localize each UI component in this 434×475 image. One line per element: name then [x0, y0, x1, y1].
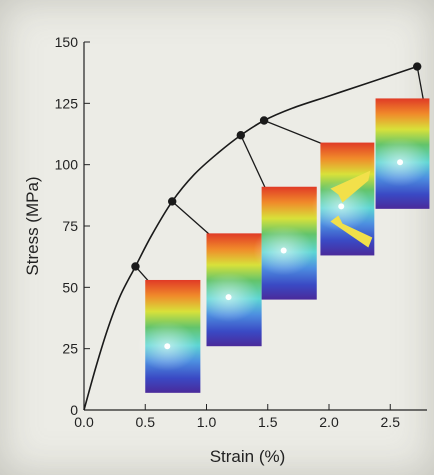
inset-connectors — [134, 66, 425, 283]
data-point-marker — [131, 262, 140, 271]
y-tick-label: 0 — [70, 402, 78, 418]
y-tick-label: 100 — [55, 157, 79, 173]
strain-map-inset — [370, 98, 430, 209]
strain-map-insets — [136, 98, 430, 393]
x-tick-label: 2.5 — [381, 414, 401, 430]
strain-map-inset — [136, 279, 201, 393]
inset-connector-line — [171, 200, 211, 236]
x-tick-label: 2.0 — [319, 414, 339, 430]
inset-white-dot — [338, 203, 345, 210]
data-point-marker — [168, 197, 177, 206]
inset-connector-line — [416, 66, 425, 101]
inset-white-dot — [164, 343, 171, 350]
strain-map-inset — [311, 142, 375, 256]
y-tick-label: 25 — [62, 341, 78, 357]
data-point-marker — [236, 131, 245, 140]
inset-connector-line — [263, 119, 325, 146]
data-point-marker — [259, 116, 269, 125]
inset-connector-line — [240, 134, 267, 190]
strain-map-inset — [198, 233, 262, 347]
y-axis-label: Stress (MPa) — [23, 176, 42, 275]
inset-white-dot — [397, 159, 404, 166]
x-tick-label: 1.0 — [197, 414, 217, 430]
y-tick-label: 150 — [55, 34, 79, 50]
inset-white-dot — [225, 294, 232, 301]
inset-white-dot — [280, 247, 287, 254]
y-axis-ticks: 0 25 50 75 100 125 150 — [55, 34, 90, 418]
x-tick-label: 0.0 — [74, 414, 94, 430]
y-tick-label: 75 — [62, 218, 78, 234]
yellow-arrow-upper — [330, 170, 371, 203]
data-point-marker — [413, 62, 422, 71]
curve-markers — [131, 62, 422, 271]
yellow-arrow-lower — [330, 215, 373, 248]
strain-map-inset — [253, 186, 317, 300]
axes: 0.0 0.5 1.0 1.5 2.0 2.5 0 25 50 75 100 125 150 — [55, 34, 427, 430]
x-axis-label: Strain (%) — [210, 447, 286, 466]
x-tick-label: 1.5 — [258, 414, 278, 430]
x-axis-ticks: 0.0 0.5 1.0 1.5 2.0 2.5 — [74, 404, 400, 430]
x-tick-label: 0.5 — [136, 414, 156, 430]
stress-strain-curve — [83, 65, 418, 411]
y-tick-label: 50 — [62, 279, 78, 295]
y-tick-label: 125 — [55, 95, 79, 111]
